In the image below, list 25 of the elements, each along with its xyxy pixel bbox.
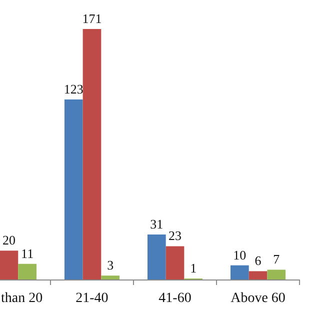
data-label: 10 [233,247,246,262]
bar [82,29,102,280]
data-label: 6 [254,253,262,268]
bar [267,270,286,280]
bar [101,276,120,280]
bar [0,250,18,280]
data-label: 123 [64,81,84,96]
bar [18,264,36,280]
data-label: 3 [107,258,114,273]
data-label: 11 [21,246,34,261]
data-label: 31 [150,216,164,232]
x-tick-label: 41-60 [158,291,192,306]
x-tick-label: Above 60 [230,291,286,306]
bar [166,246,184,280]
data-label: 7 [273,252,280,267]
x-tick-label: than 20 [1,291,43,306]
bar [64,99,83,280]
data-label: 20 [2,232,16,248]
data-label: 171 [82,11,102,26]
bar [248,271,268,280]
data-label: 1 [190,260,197,276]
bar [230,265,249,280]
bar [147,234,166,280]
data-label: 23 [168,228,182,244]
x-tick-label: 21-40 [76,291,108,306]
